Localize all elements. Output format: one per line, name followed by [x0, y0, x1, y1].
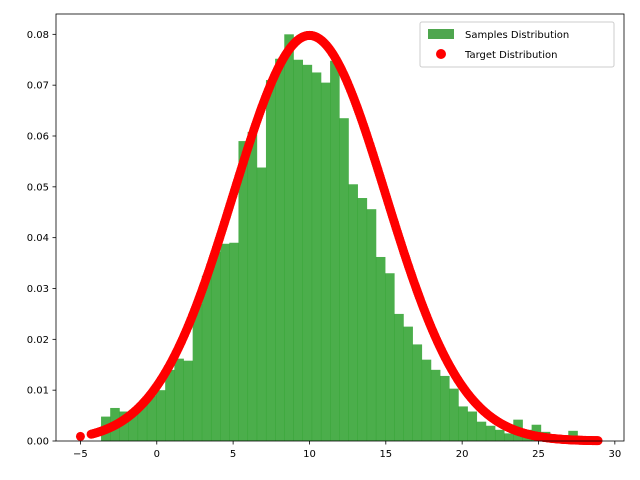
histogram-bar	[265, 80, 276, 441]
legend-label-target: Target Distribution	[464, 50, 557, 61]
histogram-bar	[210, 251, 221, 441]
histogram-bar	[366, 209, 377, 441]
histogram-bar	[449, 388, 459, 441]
histogram-bar	[394, 313, 404, 441]
histogram-bar	[183, 360, 194, 441]
histogram-layer	[101, 34, 587, 442]
y-tick-label: 0.05	[27, 182, 49, 193]
legend: Samples Distribution Target Distribution	[419, 21, 615, 68]
histogram-bar	[403, 326, 413, 442]
histogram-bar	[229, 242, 239, 441]
histogram-bar	[293, 59, 303, 441]
histogram-bar	[504, 433, 514, 442]
histogram-bar	[385, 273, 395, 441]
target-layer	[75, 30, 603, 446]
histogram-bar	[256, 167, 267, 441]
histogram-bar	[339, 118, 349, 442]
legend-label-samples: Samples Distribution	[465, 30, 569, 41]
histogram-bar	[128, 410, 139, 441]
histogram-bar	[146, 395, 157, 441]
x-tick-label: 30	[608, 449, 621, 460]
legend-swatch-samples	[428, 29, 454, 39]
histogram-bar	[137, 405, 148, 441]
histogram-bar	[357, 198, 368, 441]
histogram-bar	[485, 425, 496, 441]
x-tick-label: 5	[230, 449, 236, 460]
histogram-bar	[284, 34, 294, 441]
histogram-bar	[412, 344, 423, 441]
histogram-bar	[156, 390, 166, 441]
histogram-bar	[119, 411, 129, 441]
y-tick-label: 0.08	[27, 30, 49, 41]
histogram-bar	[275, 58, 285, 441]
x-tick-label: 25	[532, 449, 545, 460]
histogram-bar	[330, 60, 340, 442]
histogram-bar	[467, 411, 478, 441]
histogram-bar	[201, 275, 212, 441]
plot-frame	[55, 13, 625, 442]
y-tick-label: 0.07	[27, 81, 49, 92]
x-tick-label: 15	[379, 449, 392, 460]
y-tick-label: 0.01	[27, 386, 49, 397]
histogram-bar	[458, 406, 468, 441]
histogram-bar	[311, 72, 322, 442]
y-tick-label: 0.02	[27, 335, 49, 346]
histogram-bar	[348, 184, 358, 442]
x-tick-label: 0	[154, 449, 160, 460]
histogram-bar	[238, 141, 249, 441]
y-tick-label: 0.00	[27, 437, 49, 448]
axes-layer: −5 0 5 10 15 20 25 30 0.00 0.01 0.02 0.03 0.04 0.05 0.…	[27, 13, 625, 460]
histogram-bar	[320, 82, 331, 441]
x-tick-label: −5	[73, 449, 88, 460]
histogram-bar	[165, 369, 175, 441]
histogram-bar	[421, 359, 432, 441]
histogram-bar	[174, 358, 184, 441]
histogram-bar	[476, 421, 487, 441]
histogram-bar	[220, 243, 230, 441]
histogram-bar	[375, 256, 386, 441]
y-tick-label: 0.03	[27, 284, 49, 295]
histogram-bar	[430, 369, 441, 441]
histogram-bar	[440, 375, 450, 441]
legend-frame	[419, 21, 615, 68]
x-tick-label: 20	[456, 449, 469, 460]
y-tick-label: 0.06	[27, 132, 49, 143]
histogram-bar	[247, 131, 258, 441]
target-point	[75, 431, 85, 441]
histogram-bar	[302, 64, 313, 441]
y-tick-label: 0.04	[27, 233, 49, 244]
histogram-bar	[192, 303, 203, 441]
x-tick-label: 10	[303, 449, 316, 460]
histogram-bar	[494, 429, 505, 441]
legend-marker-target	[436, 49, 446, 59]
